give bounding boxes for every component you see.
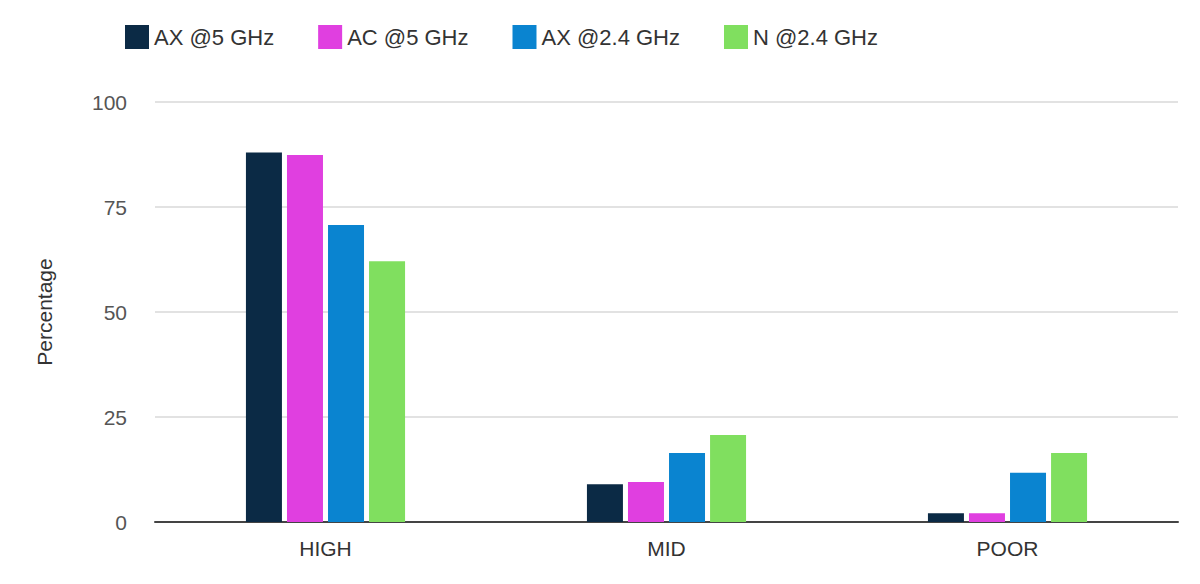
- svg-text:HIGH: HIGH: [299, 537, 352, 560]
- svg-text:0: 0: [115, 511, 127, 534]
- svg-text:N @2.4 GHz: N @2.4 GHz: [753, 25, 878, 50]
- svg-text:75: 75: [104, 196, 127, 219]
- svg-text:AX @5 GHz: AX @5 GHz: [154, 25, 274, 50]
- svg-text:AC @5 GHz: AC @5 GHz: [347, 25, 468, 50]
- svg-text:POOR: POOR: [977, 537, 1039, 560]
- svg-text:Percentage: Percentage: [33, 258, 56, 365]
- svg-text:25: 25: [104, 406, 127, 429]
- svg-text:MID: MID: [647, 537, 686, 560]
- svg-text:100: 100: [92, 91, 127, 114]
- svg-text:50: 50: [104, 301, 127, 324]
- svg-text:AX @2.4 GHz: AX @2.4 GHz: [541, 25, 680, 50]
